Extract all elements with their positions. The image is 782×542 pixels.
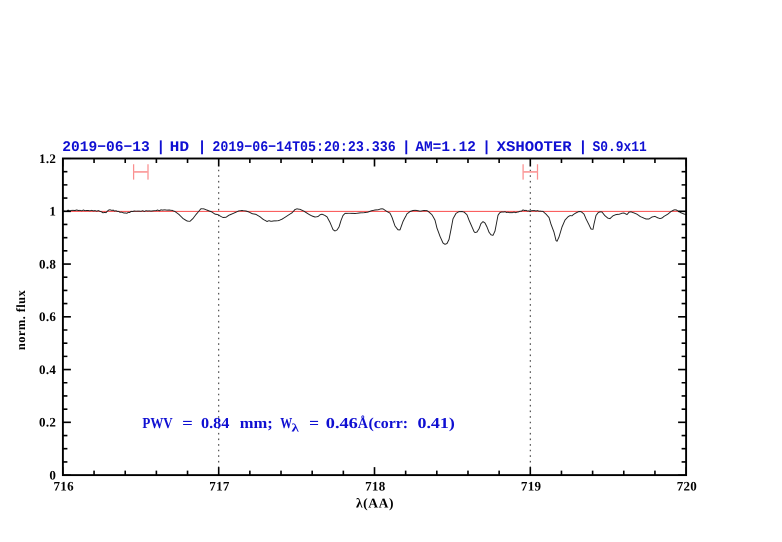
svg-text:0.8: 0.8 — [39, 256, 56, 271]
svg-text:0: 0 — [49, 467, 56, 482]
svg-text:2019−06−13|HD|2019−06−14T05:20: 2019−06−13 | HD | 2019−06−14T05:20:23.336 | AM… — [62, 140, 647, 156]
svg-text:719: 719 — [521, 479, 542, 494]
svg-text:717: 717 — [209, 479, 230, 494]
svg-text:718: 718 — [365, 479, 386, 494]
svg-text:0.4: 0.4 — [39, 362, 56, 377]
svg-text:720: 720 — [677, 479, 697, 494]
svg-text:716: 716 — [53, 479, 74, 494]
svg-text:1: 1 — [49, 204, 56, 219]
svg-text:1.2: 1.2 — [39, 151, 56, 166]
svg-text:norm. flux: norm. flux — [14, 290, 28, 351]
svg-text:0.2: 0.2 — [39, 415, 56, 430]
svg-text:0.6: 0.6 — [39, 309, 56, 324]
svg-text:λ(AA): λ(AA) — [356, 496, 394, 511]
